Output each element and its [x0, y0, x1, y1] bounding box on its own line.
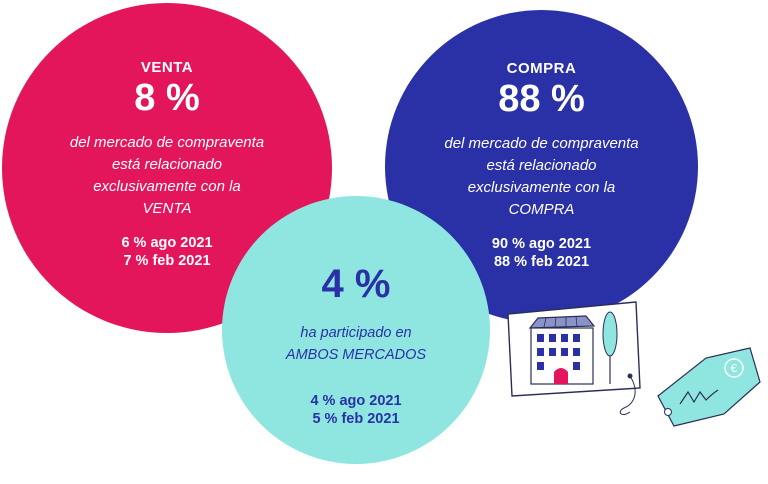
ambos-history-aug: 4 % ago 2021 [310, 393, 402, 409]
ambos-description: ha participado en AMBOS MERCADOS [286, 322, 426, 366]
ambos-circle: 4 % ha participado en AMBOS MERCADOS 4 %… [222, 196, 490, 464]
compra-description-line: está relacionado [486, 157, 597, 174]
venta-description-line: exclusivamente con la [93, 178, 241, 195]
ambos-percent: 4 % [321, 262, 391, 306]
venta-label: VENTA [140, 59, 194, 76]
compra-percent: 88 % [498, 78, 585, 120]
euro-symbol: € [731, 362, 738, 375]
ambos-description-line: AMBOS MERCADOS [285, 347, 427, 363]
building-card-icon [507, 301, 641, 397]
compra-description-line: del mercado de compraventa [444, 135, 639, 152]
compra-label: COMPRA [506, 60, 577, 77]
venta-description-line: del mercado de compraventa [69, 134, 265, 151]
venta-description-line: VENTA [142, 200, 192, 217]
compra-description: del mercado de compraventa está relacion… [444, 133, 638, 221]
real-estate-illustration: € [507, 301, 761, 427]
ambos-history-feb: 5 % feb 2021 [312, 411, 400, 427]
venta-percent: 8 % [134, 77, 200, 119]
compra-history-aug: 90 % ago 2021 [491, 236, 592, 252]
compra-history-feb: 88 % feb 2021 [493, 254, 590, 270]
venta-history-feb: 7 % feb 2021 [123, 253, 211, 269]
compra-history: 90 % ago 2021 88 % feb 2021 [492, 235, 591, 271]
venta-circle: VENTA 8 % del mercado de compraventa est… [2, 3, 332, 333]
venta-description: del mercado de compraventa está relacion… [70, 132, 264, 220]
ambos-description-line: ha participado en [300, 325, 412, 341]
ambos-history: 4 % ago 2021 5 % feb 2021 [310, 392, 401, 428]
compra-circle: COMPRA 88 % del mercado de compraventa e… [385, 10, 698, 323]
compra-description-line: COMPRA [508, 201, 575, 218]
venta-history-aug: 6 % ago 2021 [121, 235, 213, 251]
price-tag-icon: € [619, 347, 761, 427]
compra-description-line: exclusivamente con la [467, 179, 616, 196]
venta-description-line: está relacionado [111, 156, 223, 173]
venta-history: 6 % ago 2021 7 % feb 2021 [121, 234, 212, 270]
